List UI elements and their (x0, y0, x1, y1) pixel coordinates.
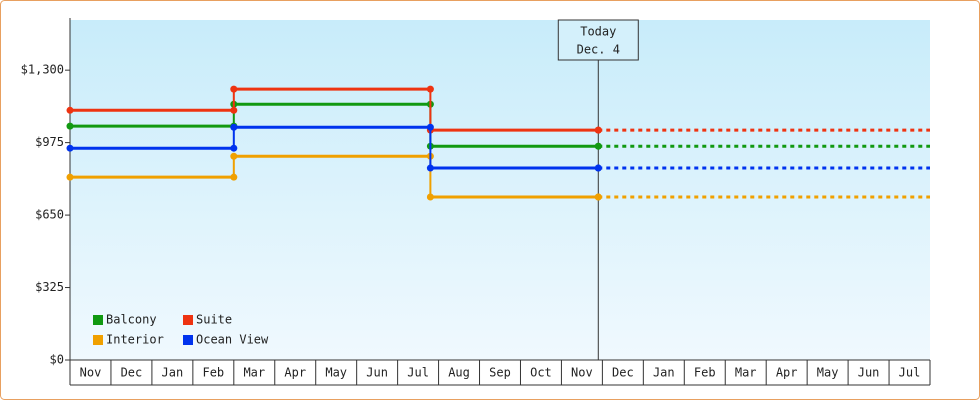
x-tick-label: May (817, 366, 839, 380)
x-tick-label: Oct (530, 366, 552, 380)
x-tick-label: Nov (571, 366, 593, 380)
point (66, 173, 74, 181)
legend-label: Balcony (106, 313, 157, 327)
x-tick-label: Jan (162, 366, 184, 380)
x-tick-label: Aug (448, 366, 470, 380)
point (66, 122, 74, 130)
y-tick-label: $975 (35, 135, 64, 149)
point (230, 152, 238, 160)
legend-label: Suite (196, 313, 232, 327)
x-tick-label: Dec (612, 366, 634, 380)
point (426, 164, 434, 172)
point (66, 106, 74, 114)
point (230, 144, 238, 152)
point (230, 173, 238, 181)
plot-area (70, 20, 930, 360)
point (594, 126, 602, 134)
legend-swatch (93, 315, 103, 325)
point (594, 193, 602, 201)
point (594, 164, 602, 172)
point (230, 106, 238, 114)
legend-swatch (183, 335, 193, 345)
x-tick-label: Jul (407, 366, 429, 380)
point (426, 193, 434, 201)
x-tick-label: Apr (776, 366, 798, 380)
x-tick-label: Nov (80, 366, 102, 380)
x-tick-label: Mar (243, 366, 265, 380)
point (66, 144, 74, 152)
x-tick-label: Jan (653, 366, 675, 380)
x-tick-label: Feb (694, 366, 716, 380)
x-tick-label: Jul (899, 366, 921, 380)
point (230, 123, 238, 131)
x-tick-label: May (325, 366, 347, 380)
point (230, 85, 238, 93)
x-tick-label: Dec (121, 366, 143, 380)
x-tick-label: Apr (284, 366, 306, 380)
x-tick-label: Jun (366, 366, 388, 380)
today-label: Dec. 4 (577, 43, 620, 57)
legend-swatch (183, 315, 193, 325)
today-box (557, 19, 639, 61)
today-label: Today (580, 25, 616, 39)
x-tick-label: Feb (202, 366, 224, 380)
legend-label: Interior (106, 333, 164, 347)
legend-swatch (93, 335, 103, 345)
legend-label: Ocean View (196, 333, 269, 347)
y-tick-label: $650 (35, 208, 64, 222)
point (426, 85, 434, 93)
y-tick-label: $325 (35, 280, 64, 294)
y-tick-label: $1,300 (21, 63, 64, 77)
x-tick-label: Mar (735, 366, 757, 380)
x-tick-label: Sep (489, 366, 511, 380)
point (594, 142, 602, 150)
y-tick-label: $0 (50, 353, 64, 367)
x-tick-label: Jun (858, 366, 880, 380)
point (426, 123, 434, 131)
